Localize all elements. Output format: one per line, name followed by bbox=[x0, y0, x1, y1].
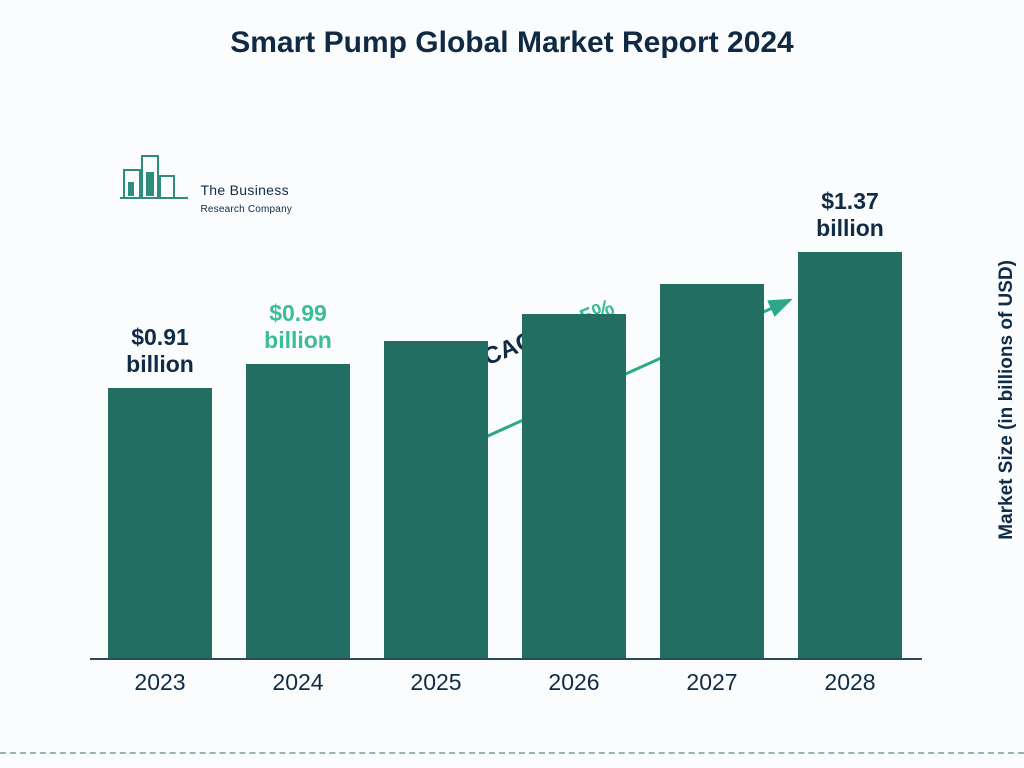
bar bbox=[246, 364, 350, 658]
x-tick-label: 2027 bbox=[642, 669, 782, 696]
x-tick-label: 2028 bbox=[780, 669, 920, 696]
x-tick-label: 2026 bbox=[504, 669, 644, 696]
x-tick-label: 2024 bbox=[228, 669, 368, 696]
bar bbox=[108, 388, 212, 658]
bar-value-label: $0.99billion bbox=[228, 300, 368, 354]
bar bbox=[522, 314, 626, 658]
y-axis-label: Market Size (in billions of USD) bbox=[996, 260, 1018, 540]
bar bbox=[798, 252, 902, 658]
bar bbox=[384, 341, 488, 658]
bar-value-label: $0.91billion bbox=[90, 324, 230, 378]
page: Smart Pump Global Market Report 2024 The… bbox=[0, 0, 1024, 768]
x-axis bbox=[90, 658, 922, 660]
bar-value-label: $1.37billion bbox=[780, 188, 920, 242]
bar bbox=[660, 284, 764, 658]
bar-chart: CAGR 8.5% 2023$0.91billion2024$0.99billi… bbox=[90, 120, 930, 700]
x-tick-label: 2025 bbox=[366, 669, 506, 696]
footer-divider bbox=[0, 752, 1024, 754]
chart-title: Smart Pump Global Market Report 2024 bbox=[0, 26, 1024, 60]
x-tick-label: 2023 bbox=[90, 669, 230, 696]
